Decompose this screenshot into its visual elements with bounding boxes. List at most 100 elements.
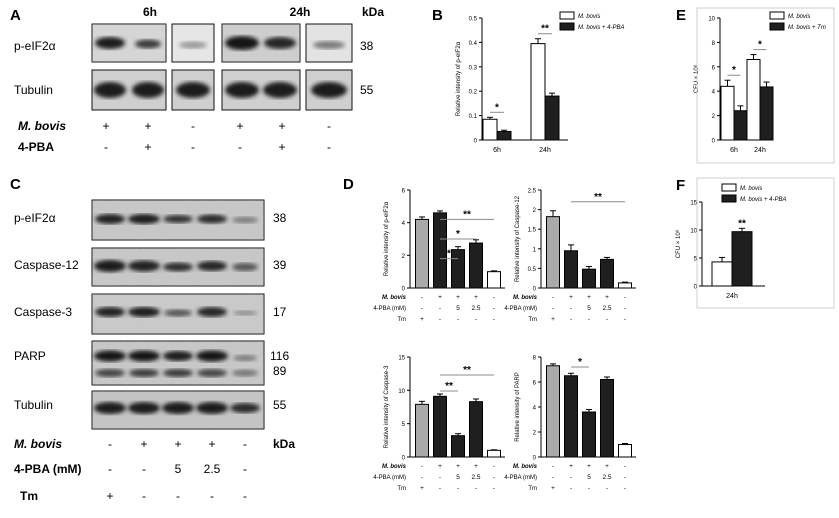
x-tick-label: 24h [539,147,551,154]
bar [618,282,632,289]
cond-mark: - [327,140,331,154]
significance-mark: * [447,249,451,260]
cond-mark: - [624,294,626,301]
blot-band [95,307,125,317]
significance-mark: * [456,229,460,240]
kda-label: 55 [273,398,287,412]
cond-mark: + [587,463,591,470]
cond-mark: - [439,316,441,323]
y-tick-label: 2 [402,254,406,260]
y-tick-label: 0 [402,456,406,462]
significance-mark: * [758,40,762,51]
cond-mark: 2.5 [204,462,221,476]
y-tick-label: 15 [690,201,697,207]
condition-label: 4-PBA (mM) [373,475,406,481]
legend-label: M. bovis [578,14,600,20]
chart-panel-f: 0 5 10 15 CFU × 10⁸ 24h ** M. bovis M. bovis + 4… [675,177,835,309]
cond-mark: 5 [587,474,591,481]
cond-mark: + [140,437,147,451]
blot-band [132,82,164,98]
blot-band [94,402,126,414]
cond-mark: - [108,462,112,476]
cond-mark: - [624,474,626,481]
bar [544,95,560,141]
y-axis-label: Relative intensity of p-eIF2α [384,201,390,276]
cond-mark: - [552,294,554,301]
blot-band [163,215,193,223]
cond-mark: - [570,485,572,492]
condition-label: M. bovis [513,295,538,301]
bar [433,212,447,289]
cond-mark: + [569,463,573,470]
cond-mark: 2.5 [471,474,480,481]
legend-label: M. bovis + 4-PBA [578,25,625,31]
cond-mark: - [421,463,423,470]
blot-strip [91,69,167,111]
kda-label: 39 [273,258,287,272]
cond-mark: - [570,316,572,323]
blot-band [196,402,228,414]
y-tick-label: 1 [533,247,537,253]
y-tick-label: 15 [398,356,405,362]
bar [733,110,748,141]
cond-mark: - [191,119,195,133]
condition-label: 4-PBA (mM) [504,306,537,312]
x-tick-label: 24h [726,293,738,300]
cond-mark: + [456,294,460,301]
significance-mark: ** [541,24,549,35]
blot-band [162,402,194,414]
x-tick-label: 6h [730,147,738,154]
cond-mark: 2.5 [602,305,611,312]
bar [546,216,560,289]
panel-letter-a: A [10,7,21,24]
panel-letter-b: B [432,7,443,24]
legend-label: M. bovis + Tm [788,25,826,31]
y-axis-label: CFU × 10⁸ [675,229,682,258]
cond-mark: - [493,474,495,481]
cond-mark: - [104,140,108,154]
chart-panel-d-caspase-12: 0 0.5 1 1.5 2 2.5 Relative intensity of Caspas… [504,189,636,323]
cond-mark: - [439,305,441,312]
bar [582,268,596,289]
y-tick-label: 2 [712,114,716,120]
cond-mark: + [474,294,478,301]
condition-label: Tm [397,486,406,492]
bar [564,250,578,289]
cond-mark: + [551,485,555,492]
cond-mark: - [552,463,554,470]
panel-frame [696,7,835,164]
x-tick-label: 6h [493,147,501,154]
blot-row-label: Tubulin [14,83,53,97]
condition-label: Tm [528,317,537,323]
blot-row-label: p-eIF2α [14,211,56,225]
condition-label: Tm [528,486,537,492]
blot-band [128,307,160,317]
cond-mark: - [238,140,242,154]
panel-a: 6h 24h kDa p-eIF2α 38 Tubulin 55 [14,5,384,154]
cond-mark: - [327,119,331,133]
y-tick-label: 0 [533,456,537,462]
chart-panel-d-parp: 0 2 4 6 8 Relative intensity of PARP M. bovis -… [504,356,636,492]
cond-mark: - [493,463,495,470]
legend-swatch [559,11,575,20]
cond-mark: + [456,463,460,470]
y-axis-label: Relative intensity of Caspase-3 [384,365,390,448]
blot-strip [171,69,215,111]
cond-mark: - [191,140,195,154]
bar [415,218,429,289]
condition-label: 4-PBA (mM) [504,475,537,481]
bar [759,86,774,141]
cond-mark: + [474,463,478,470]
cond-mark: - [243,462,247,476]
y-axis-label: Relative intensity of p-eIF2α [456,41,462,116]
condition-label: 4-PBA [18,140,54,154]
blot-strip [221,23,301,63]
cond-mark: + [587,294,591,301]
y-tick-label: 10 [690,229,697,235]
bar [530,43,546,141]
legend-label: M. bovis [788,14,810,20]
blot-band [163,262,193,272]
cond-mark: - [552,305,554,312]
blot-band [95,369,125,377]
bar [469,242,483,289]
